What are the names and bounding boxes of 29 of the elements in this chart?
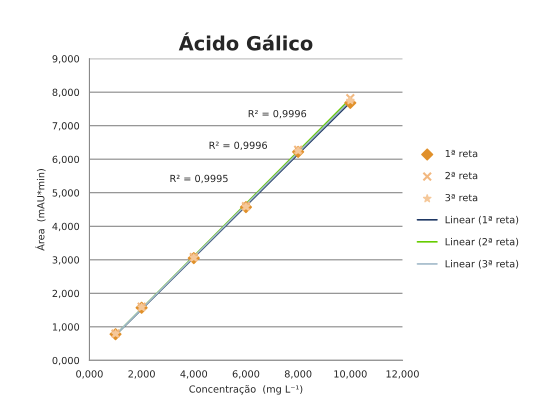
legend-label: 2ª reta <box>445 172 478 180</box>
annotation: R² = 0,9995 <box>170 174 228 184</box>
legend-label: 3ª reta <box>445 194 478 202</box>
annotation: R² = 0,9996 <box>248 110 306 118</box>
x-tick-label: 8,000 <box>284 370 312 379</box>
legend-label: Linear (1ª reta) <box>446 216 518 224</box>
legend-label: 1ª reta <box>446 150 478 158</box>
y-tick-label: 7,000 <box>52 122 80 131</box>
legend-label: Linear (3ª reta) <box>446 260 518 269</box>
y-tick-label: 1,000 <box>52 323 80 332</box>
y-tick-label: 4,000 <box>52 222 80 232</box>
y-tick-label: 2,000 <box>52 290 80 298</box>
y-tick-label: 8,000 <box>52 88 80 98</box>
legend-label: Linear (2ª reta) <box>446 238 518 247</box>
y-axis-title: Área (mAU*min) <box>35 169 46 251</box>
y-tick-label: 6,000 <box>52 156 80 164</box>
x-tick-label: 6,000 <box>232 370 260 379</box>
y-tick-label: 9,000 <box>52 55 80 64</box>
y-tick-label: 5,000 <box>52 189 80 198</box>
x-tick-label: 4,000 <box>180 370 208 379</box>
x-axis-title: Concentração (mg L⁻¹) <box>189 385 302 395</box>
x-tick-label: 0,000 <box>76 370 103 379</box>
x-tick-label: 10,000 <box>334 370 367 379</box>
y-tick-label: 3,000 <box>52 256 80 265</box>
x-tick-label: 12,000 <box>386 370 419 379</box>
annotation: R² = 0,9996 <box>210 142 268 150</box>
y-tick-label: 0,000 <box>52 356 80 366</box>
x-tick-label: 2,000 <box>128 370 155 379</box>
chart-title: Ácido Gálico <box>178 32 312 51</box>
